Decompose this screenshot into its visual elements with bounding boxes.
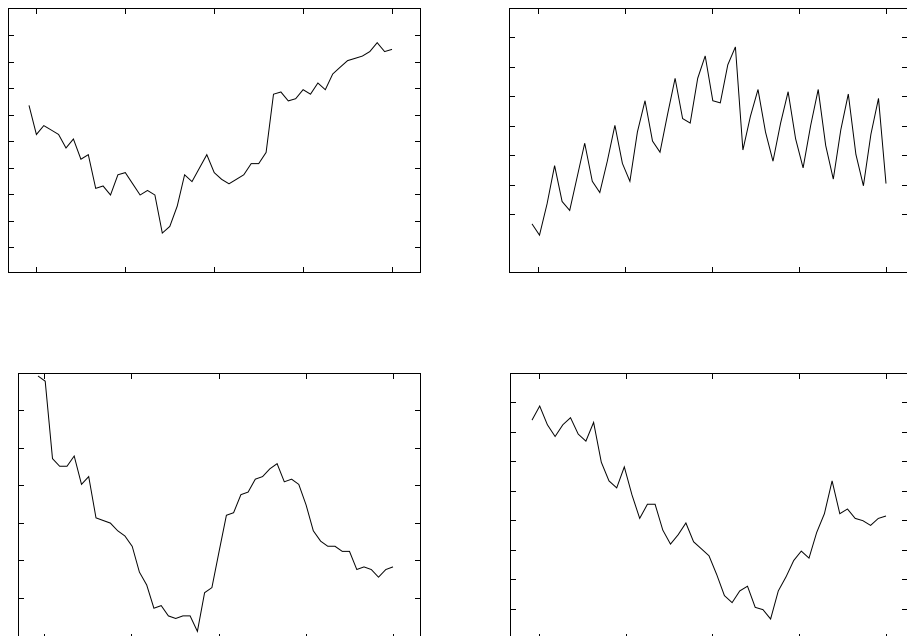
chart-panel-1 [8,8,421,273]
chart-panel-4 [510,373,907,636]
chart-panel-3 [18,373,421,636]
plot-frame [18,373,421,636]
chart-panel-2 [509,8,907,273]
plot-frame [8,8,421,273]
series-line [531,46,887,237]
plot-frame [510,373,907,636]
plot-frame [509,8,907,273]
series-line [531,404,887,621]
series-line [37,375,394,634]
series-line [28,41,393,235]
